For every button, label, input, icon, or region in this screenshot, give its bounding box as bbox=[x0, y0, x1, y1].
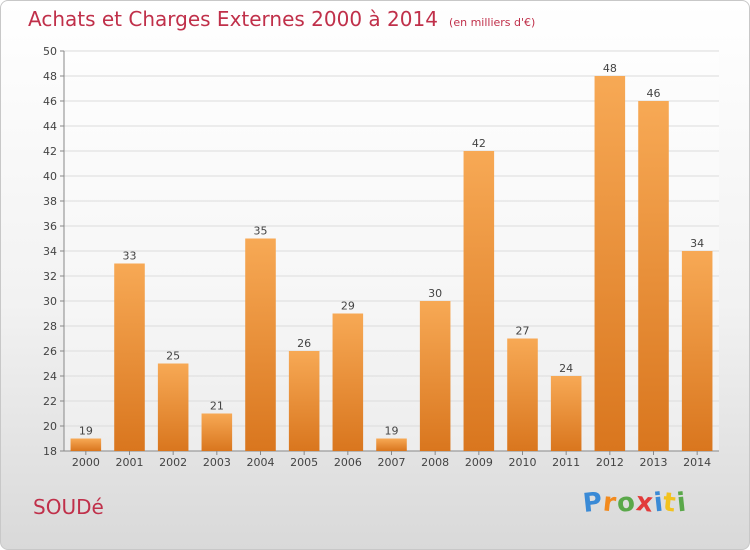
y-tick-label: 38 bbox=[43, 195, 57, 208]
y-tick-label: 36 bbox=[43, 220, 57, 233]
x-tick-label-2006: 2006 bbox=[334, 456, 362, 469]
y-tick-label: 18 bbox=[43, 445, 57, 458]
y-tick-label: 44 bbox=[43, 120, 57, 133]
proxiti-logo: Proxiti bbox=[581, 487, 689, 519]
data-label-2007: 19 bbox=[385, 425, 399, 438]
x-tick-label-2009: 2009 bbox=[465, 456, 493, 469]
data-label-2009: 42 bbox=[472, 137, 486, 150]
x-tick-label-2000: 2000 bbox=[72, 456, 100, 469]
data-label-2012: 48 bbox=[603, 62, 617, 75]
data-label-2001: 33 bbox=[123, 250, 137, 263]
y-tick-label: 30 bbox=[43, 295, 57, 308]
data-label-2004: 35 bbox=[254, 225, 268, 238]
chart-title-block: Achats et Charges Externes 2000 à 2014 (… bbox=[28, 7, 535, 31]
data-label-2005: 26 bbox=[297, 337, 311, 350]
y-tick-label: 48 bbox=[43, 70, 57, 83]
y-tick-label: 32 bbox=[43, 270, 57, 283]
x-tick-label-2014: 2014 bbox=[683, 456, 711, 469]
y-tick-label: 40 bbox=[43, 170, 57, 183]
x-tick-label-2002: 2002 bbox=[159, 456, 187, 469]
x-tick-label-2012: 2012 bbox=[596, 456, 624, 469]
x-tick-label-2005: 2005 bbox=[290, 456, 318, 469]
x-tick-label-2010: 2010 bbox=[509, 456, 537, 469]
y-tick-label: 34 bbox=[43, 245, 57, 258]
bar-2009 bbox=[463, 151, 495, 451]
y-tick-label: 20 bbox=[43, 420, 57, 433]
bar-2002 bbox=[157, 363, 189, 451]
bar-2001 bbox=[114, 263, 145, 451]
data-label-2011: 24 bbox=[559, 362, 573, 375]
x-tick-label-2011: 2011 bbox=[552, 456, 580, 469]
bar-2012 bbox=[594, 76, 626, 451]
bar-2005 bbox=[288, 351, 320, 451]
bar-2006 bbox=[332, 313, 364, 451]
y-tick-label: 46 bbox=[43, 95, 57, 108]
data-label-2003: 21 bbox=[210, 400, 224, 413]
y-tick-label: 22 bbox=[43, 395, 57, 408]
x-tick-label-2001: 2001 bbox=[116, 456, 144, 469]
logo-letter: i bbox=[675, 487, 689, 519]
data-label-2013: 46 bbox=[647, 87, 661, 100]
x-tick-label-2004: 2004 bbox=[247, 456, 275, 469]
bar-2011 bbox=[550, 376, 582, 451]
data-label-2006: 29 bbox=[341, 300, 355, 313]
chart-title: Achats et Charges Externes 2000 à 2014 bbox=[28, 7, 438, 31]
bar-2000 bbox=[70, 438, 102, 451]
bar-2013 bbox=[638, 101, 669, 451]
bar-2008 bbox=[419, 301, 451, 451]
bar-2007 bbox=[376, 438, 407, 451]
data-label-2008: 30 bbox=[428, 287, 442, 300]
chart-subtitle: (en milliers d'€) bbox=[449, 16, 536, 29]
x-tick-label-2008: 2008 bbox=[421, 456, 449, 469]
data-label-2000: 19 bbox=[79, 425, 93, 438]
y-tick-label: 26 bbox=[43, 345, 57, 358]
y-tick-label: 24 bbox=[43, 370, 57, 383]
x-tick-label-2007: 2007 bbox=[378, 456, 406, 469]
x-tick-label-2013: 2013 bbox=[640, 456, 668, 469]
data-label-2002: 25 bbox=[166, 350, 180, 363]
y-tick-label: 50 bbox=[43, 45, 57, 58]
y-tick-label: 42 bbox=[43, 145, 57, 158]
bar-2003 bbox=[201, 413, 233, 451]
x-tick-label-2003: 2003 bbox=[203, 456, 231, 469]
data-label-2014: 34 bbox=[690, 237, 704, 250]
bar-2004 bbox=[245, 238, 276, 451]
town-name: SOUDé bbox=[33, 495, 104, 519]
bar-2014 bbox=[681, 251, 713, 451]
y-tick-label: 28 bbox=[43, 320, 57, 333]
data-label-2010: 27 bbox=[516, 325, 530, 338]
bar-2010 bbox=[507, 338, 538, 451]
